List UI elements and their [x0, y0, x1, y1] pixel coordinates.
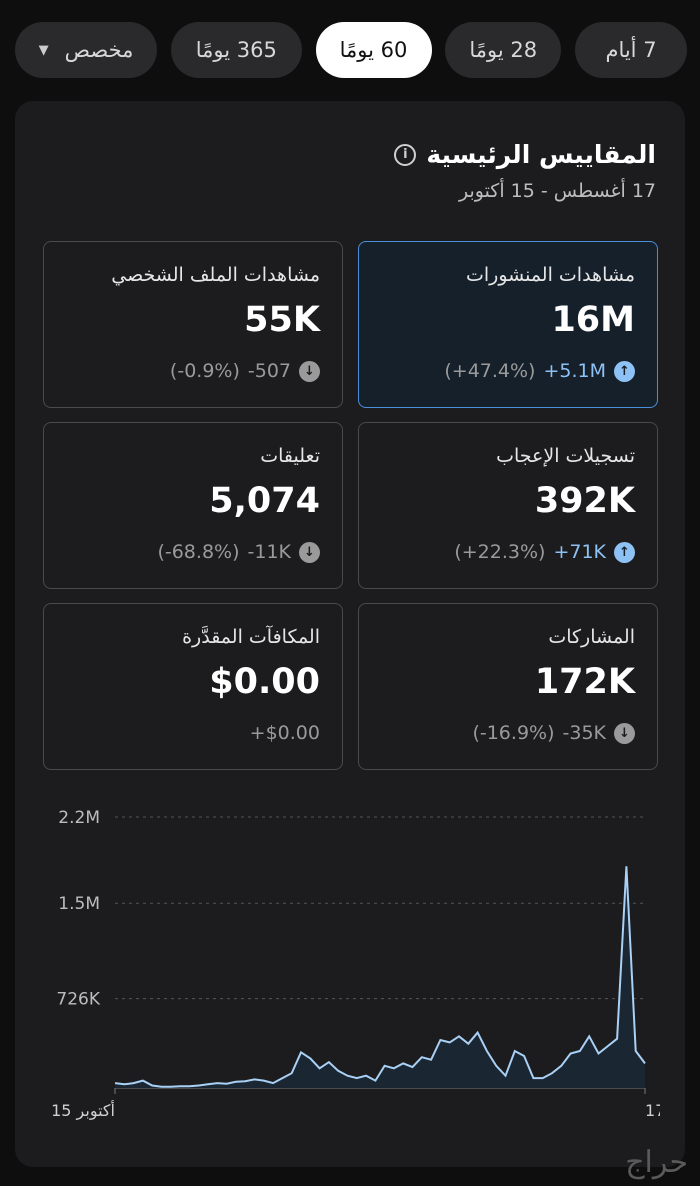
metric-comments[interactable]: تعليقات 5,074 ↓ -11K (-68.8%) [43, 422, 343, 589]
series-line [114, 866, 646, 1088]
arrow-down-icon: ↓ [299, 541, 320, 563]
views-chart-svg: 2.2M 1.5M 726K أكتوبر 15 أغسطس 17 [51, 808, 700, 1121]
metric-pct: (-0.9%) [169, 360, 240, 382]
metric-delta: +$0.00 [249, 722, 320, 744]
metric-label: المشاركات [548, 626, 635, 648]
page-title: المقاييس الرئيسية [426, 140, 656, 169]
x-tick-label: أكتوبر 15 [51, 1100, 115, 1121]
metric-pct: (-16.9%) [472, 722, 555, 744]
metric-delta: -35K [562, 722, 607, 744]
tab-7-days[interactable]: 7 أيام [575, 22, 687, 78]
title-row: المقاييس الرئيسية i [394, 140, 656, 169]
metric-likes[interactable]: تسجيلات الإعجاب 392K ↑ +71K (+22.3%) [358, 422, 658, 589]
arrow-up-icon: ↑ [614, 360, 635, 382]
metric-pct: (+47.4%) [444, 360, 536, 382]
metric-delta: +5.1M [543, 360, 606, 382]
metric-delta: -507 [247, 360, 291, 382]
tab-28-days[interactable]: 28 يومًا [445, 22, 562, 78]
metric-label: مشاهدات المنشورات [465, 264, 635, 286]
metric-value: 392K [534, 481, 635, 521]
metric-delta: +71K [553, 541, 606, 563]
y-tick-label: 726K [56, 990, 100, 1010]
date-range-label: 17 أغسطس - 15 أكتوبر [458, 180, 656, 202]
metric-change: ↓ -11K (-68.8%) [157, 541, 320, 563]
metric-label: تسجيلات الإعجاب [496, 445, 635, 467]
x-tick-label: أغسطس 17 [645, 1100, 660, 1121]
metric-change: ↓ -35K (-16.9%) [472, 722, 635, 744]
y-tick-label: 1.5M [58, 894, 100, 914]
metric-value: 5,074 [209, 481, 320, 521]
metric-pct: (+22.3%) [454, 541, 546, 563]
metric-change: ↑ +5.1M (+47.4%) [444, 360, 635, 382]
metric-change: ↓ -507 (-0.9%) [170, 360, 320, 382]
metric-shares[interactable]: المشاركات 172K ↓ -35K (-16.9%) [358, 603, 658, 770]
caret-down-icon: ▼ [38, 42, 49, 58]
metric-estimated-rewards[interactable]: المكافآت المقدَّرة $0.00 +$0.00 [43, 603, 343, 770]
metric-profile-views[interactable]: مشاهدات الملف الشخصي 55K ↓ -507 (-0.9%) [43, 241, 343, 408]
y-tick-label: 2.2M [58, 808, 100, 828]
arrow-down-icon: ↓ [614, 722, 635, 744]
watermark-logo: حراج [625, 1145, 688, 1180]
metric-change: ↑ +71K (+22.3%) [454, 541, 635, 563]
tab-custom-label: مخصص [64, 38, 134, 62]
metric-label: المكافآت المقدَّرة [182, 626, 320, 648]
metric-delta: -11K [247, 541, 292, 563]
metric-pct: (-68.8%) [157, 541, 240, 563]
arrow-down-icon: ↓ [299, 360, 320, 382]
metric-value: 172K [534, 662, 635, 702]
metric-value: 16M [551, 300, 635, 340]
tab-365-days[interactable]: 365 يومًا [170, 22, 302, 78]
metric-label: تعليقات [260, 445, 320, 467]
metric-label: مشاهدات الملف الشخصي [111, 264, 320, 286]
metric-value: 55K [244, 300, 320, 340]
metric-post-views[interactable]: مشاهدات المنشورات 16M ↑ +5.1M (+47.4%) [358, 241, 658, 408]
tab-custom[interactable]: مخصص ▼ [15, 22, 157, 78]
metric-value: $0.00 [209, 662, 320, 702]
tab-60-days[interactable]: 60 يومًا [315, 22, 432, 78]
views-chart: 2.2M 1.5M 726K أكتوبر 15 أغسطس 17 [40, 795, 700, 1135]
arrow-up-icon: ↑ [614, 541, 635, 563]
series-area [115, 866, 645, 1088]
date-range-tabs: 7 أيام 28 يومًا 60 يومًا 365 يومًا مخصص … [15, 22, 687, 78]
info-icon[interactable]: i [394, 143, 417, 166]
metric-change: +$0.00 [250, 722, 320, 744]
